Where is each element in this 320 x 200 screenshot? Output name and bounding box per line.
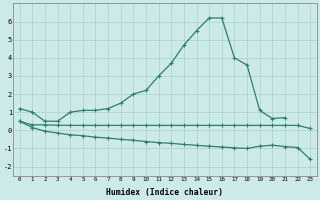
X-axis label: Humidex (Indice chaleur): Humidex (Indice chaleur) [107, 188, 223, 197]
